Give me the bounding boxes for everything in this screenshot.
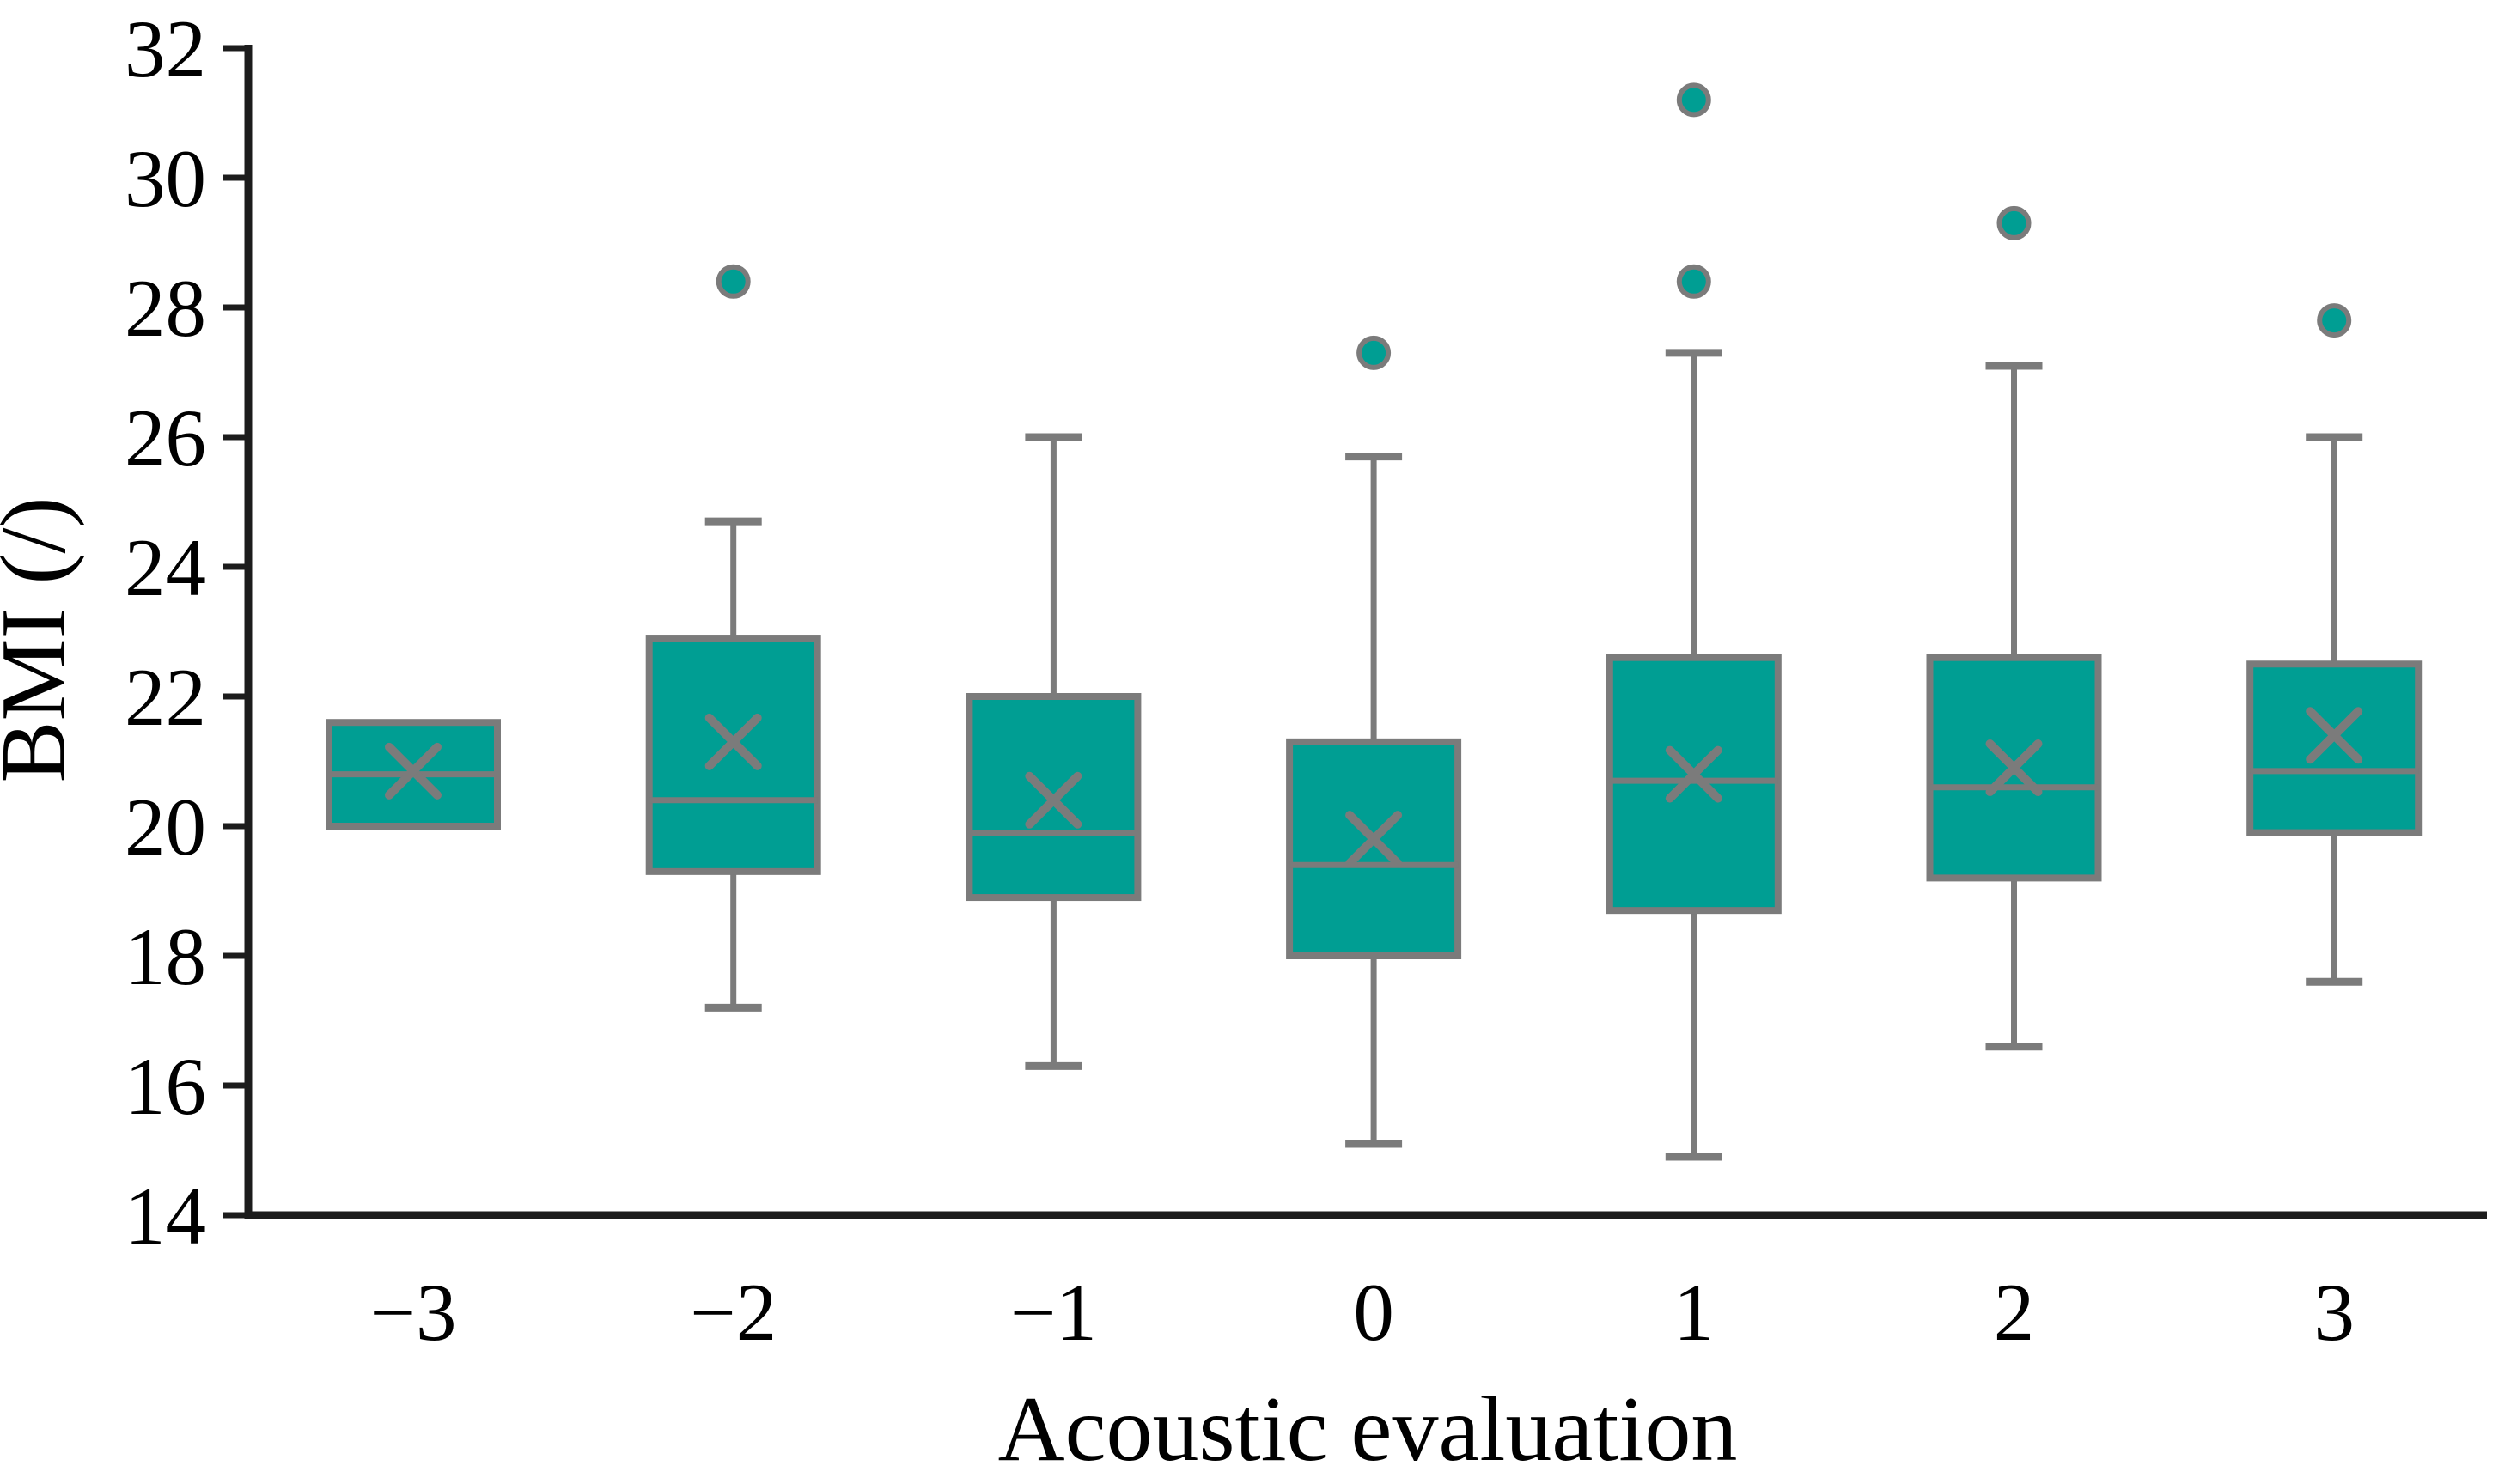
y-tick-label: 28 — [125, 263, 206, 354]
x-tick-label: −2 — [690, 1267, 777, 1358]
y-tick-label: 18 — [125, 911, 206, 1002]
outlier-point — [716, 264, 751, 299]
x-tick-label: 2 — [1994, 1267, 2035, 1358]
x-tick-label: −1 — [1010, 1267, 1097, 1358]
iqr-box — [966, 693, 1142, 902]
mean-x-marker — [2306, 707, 2363, 764]
mean-x-marker — [1985, 739, 2043, 797]
y-tick-label: 30 — [125, 133, 206, 224]
iqr-box — [1286, 738, 1462, 959]
mean-x-marker — [1665, 745, 1722, 803]
box-plot-group — [1286, 335, 1462, 1148]
y-tick-label: 20 — [125, 782, 206, 873]
y-axis-title: BMI (/) — [0, 497, 85, 783]
outlier-point — [1676, 264, 1711, 299]
iqr-box — [1606, 654, 1782, 915]
outlier-point — [2317, 303, 2352, 338]
box-plot-group — [2246, 303, 2423, 986]
y-tick-label: 32 — [125, 3, 206, 94]
y-tick-label: 26 — [125, 392, 206, 484]
x-axis-title: Acoustic evaluation — [998, 1378, 1738, 1481]
mean-x-marker — [1025, 771, 1082, 829]
x-tick-label: −3 — [369, 1267, 456, 1358]
y-tick-label: 16 — [125, 1041, 206, 1132]
mean-x-marker — [385, 742, 442, 800]
mean-x-marker — [704, 713, 762, 770]
iqr-box — [645, 635, 821, 875]
x-tick-label: 0 — [1353, 1267, 1394, 1358]
outlier-point — [1996, 205, 2032, 240]
y-tick-label: 24 — [125, 522, 206, 613]
axes-layer: 32 30 28 26 24 22 20 18 16 14 −3 −2 −1 0 1 2 3 — [125, 3, 2487, 1358]
mean-x-marker — [1345, 811, 1403, 868]
box-plot-group — [1926, 205, 2102, 1051]
box-plot-group — [645, 264, 821, 1012]
y-tick-label: 14 — [125, 1171, 206, 1262]
box-plot-group — [966, 433, 1142, 1070]
x-tick-label: 1 — [1673, 1267, 1715, 1358]
x-tick-label: 3 — [2313, 1267, 2355, 1358]
y-tick-label: 22 — [125, 652, 206, 743]
iqr-box — [2246, 660, 2423, 836]
outlier-point — [1356, 335, 1392, 370]
box-plot-group — [326, 719, 501, 830]
outlier-point — [1676, 82, 1711, 118]
box-plot-group — [1606, 82, 1782, 1161]
boxes-layer — [326, 82, 2423, 1161]
